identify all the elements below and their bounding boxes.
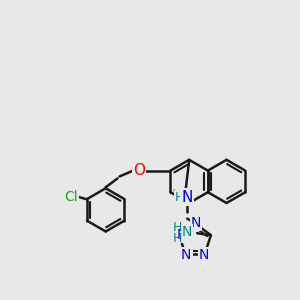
Text: N: N [181,248,191,262]
Text: N: N [199,248,209,262]
Text: H: H [173,232,182,244]
Text: N: N [191,216,201,230]
Text: H: H [173,221,182,234]
Text: H: H [175,190,184,204]
Text: O: O [133,163,145,178]
Text: Cl: Cl [64,190,78,204]
Text: N: N [182,190,193,205]
Text: N: N [181,225,192,239]
Text: N: N [177,228,187,242]
